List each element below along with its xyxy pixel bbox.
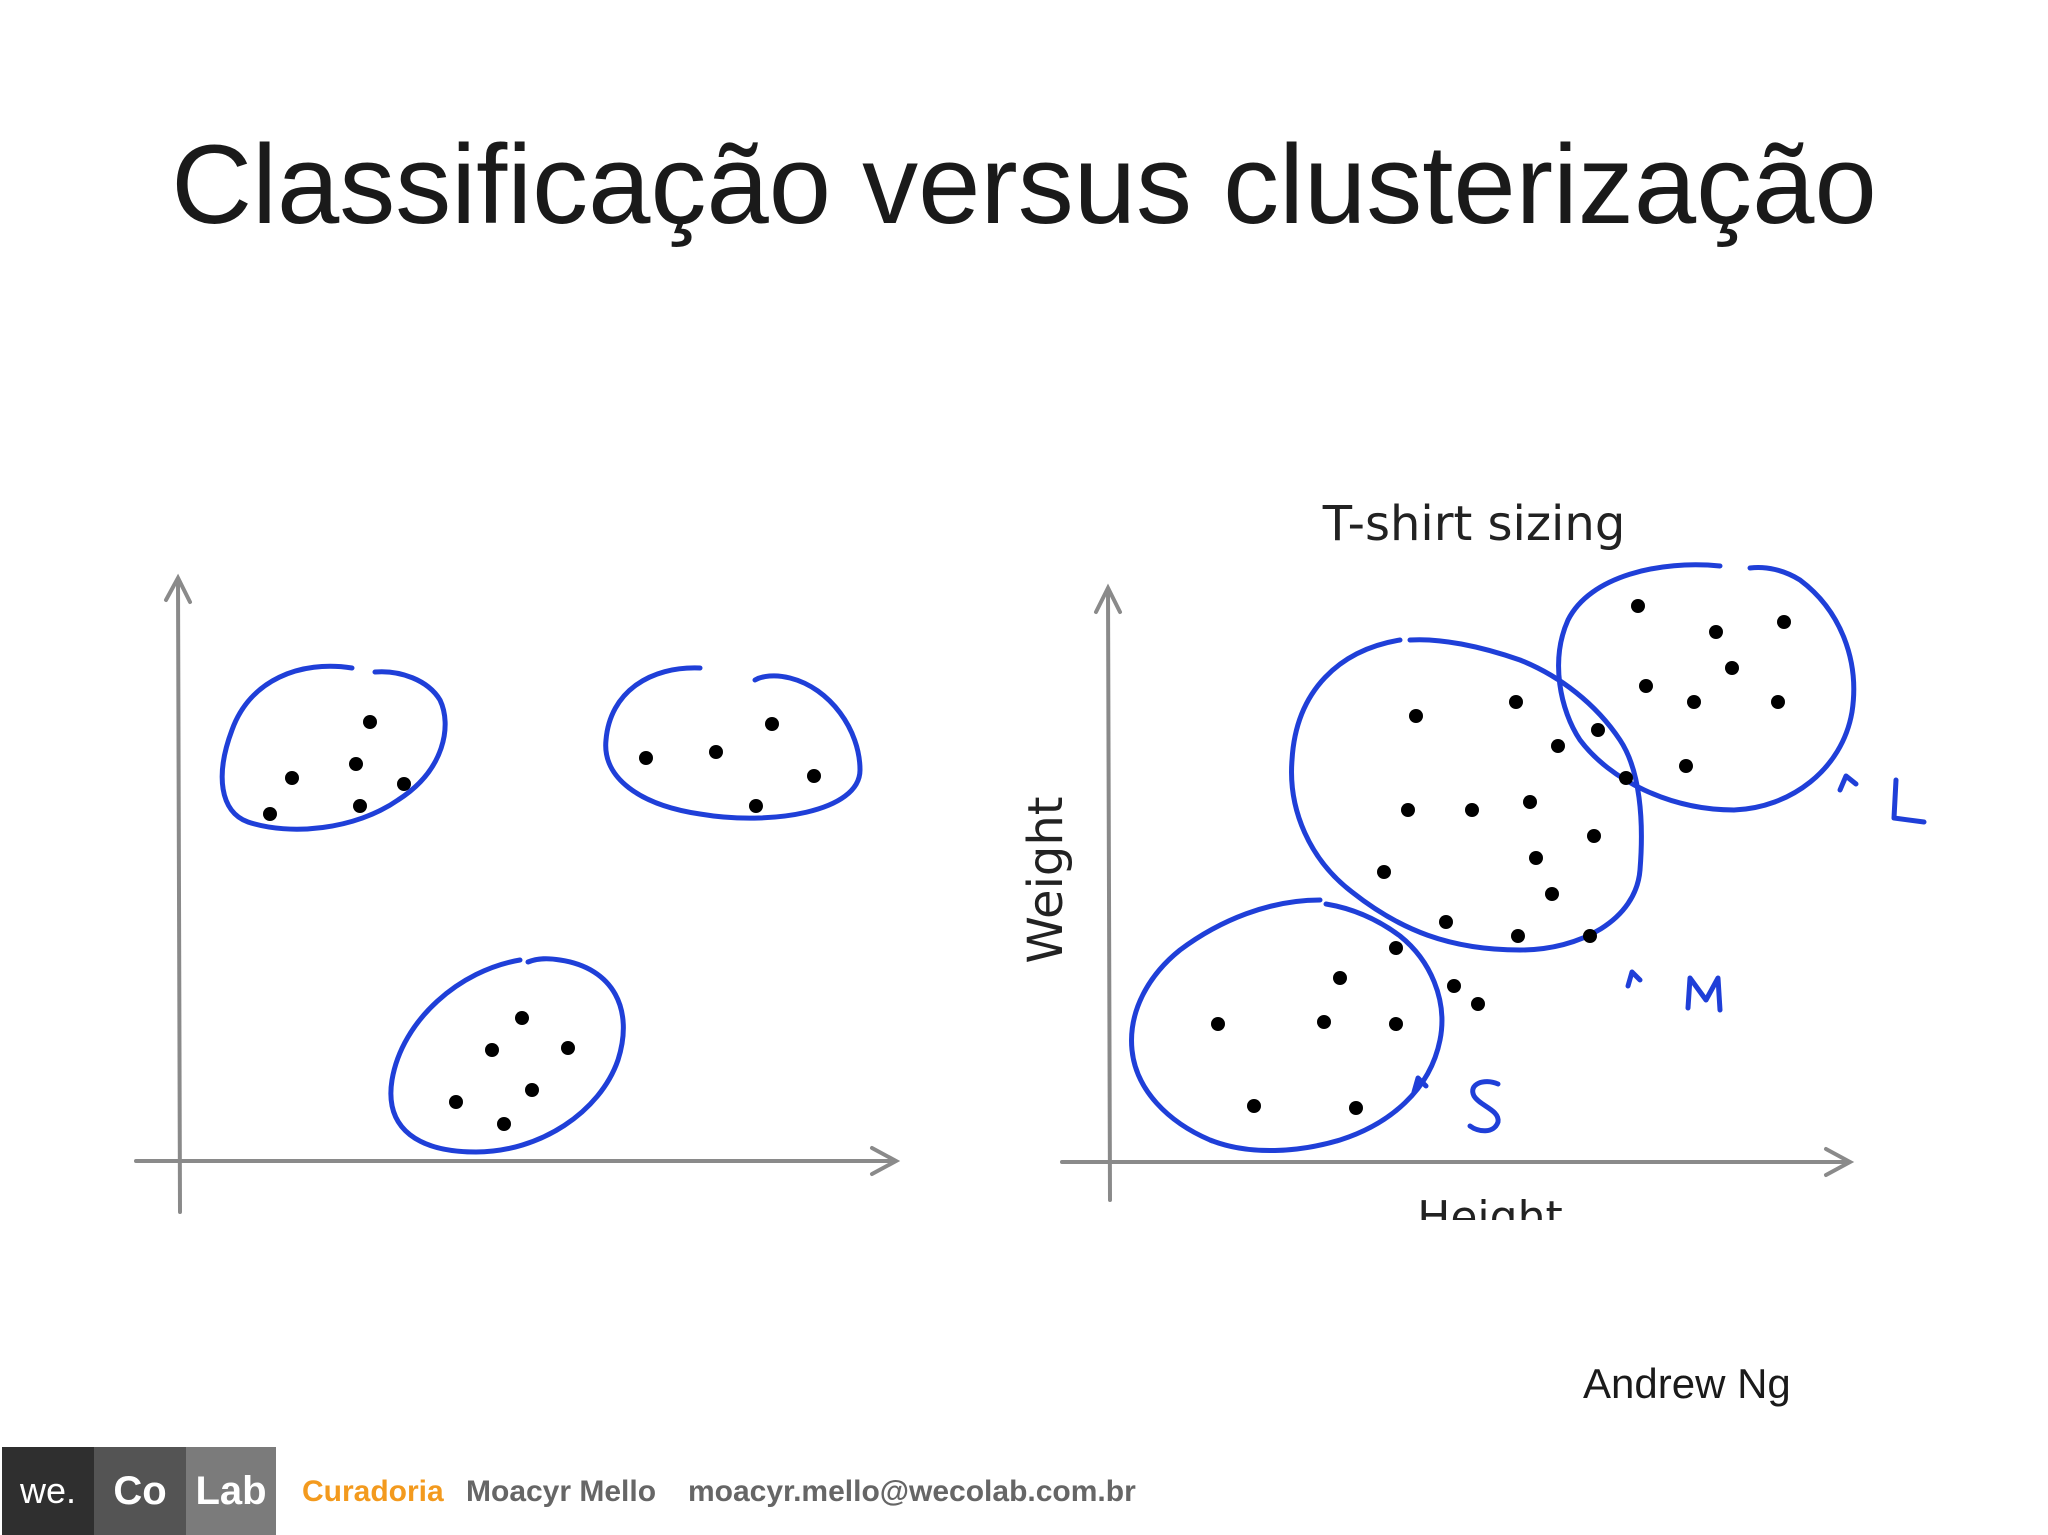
tshirt-point bbox=[1545, 887, 1559, 901]
tshirt-point bbox=[1509, 695, 1523, 709]
left-y-arrowhead bbox=[164, 573, 192, 604]
tshirt-point bbox=[1317, 1015, 1331, 1029]
arrow-l-icon bbox=[1837, 773, 1859, 793]
height-axis-label: Height bbox=[1417, 1192, 1562, 1220]
size-annotations bbox=[1411, 773, 1927, 1134]
tshirt-point bbox=[1377, 865, 1391, 879]
tshirt-point bbox=[1687, 695, 1701, 709]
logo-lab-block: Lab bbox=[186, 1447, 276, 1535]
tshirt-sizing-plot: T-shirt sizing Weight Height bbox=[1018, 496, 1855, 1220]
tshirt-point bbox=[1583, 929, 1597, 943]
tshirt-point bbox=[1439, 915, 1453, 929]
tshirt-point bbox=[1247, 1099, 1261, 1113]
cluster-outline-m bbox=[1289, 637, 1644, 953]
arrow-m-icon bbox=[1625, 969, 1643, 989]
left-point bbox=[807, 769, 821, 783]
tshirt-point bbox=[1709, 625, 1723, 639]
annotation-m bbox=[1625, 969, 1723, 1013]
weight-axis-label: Weight bbox=[1018, 796, 1074, 963]
left-x-arrowhead bbox=[870, 1146, 901, 1176]
left-point bbox=[525, 1083, 539, 1097]
right-axes bbox=[1060, 583, 1855, 1202]
annotation-s bbox=[1411, 1075, 1501, 1134]
right-y-axis bbox=[1106, 588, 1112, 1202]
footer-email: moacyr.mello@wecolab.com.br bbox=[688, 1475, 1136, 1508]
tshirt-point bbox=[1349, 1101, 1363, 1115]
footer-bar: we. Co Lab Curadoria Moacyr Mello moacyr… bbox=[0, 1447, 2048, 1535]
tshirt-point bbox=[1389, 941, 1403, 955]
letter-s-icon bbox=[1467, 1079, 1501, 1134]
left-point bbox=[285, 771, 299, 785]
tshirt-plot-title: T-shirt sizing bbox=[1322, 496, 1626, 552]
cluster-outline-s bbox=[1129, 897, 1445, 1153]
tshirt-point bbox=[1389, 1017, 1403, 1031]
left-point bbox=[765, 717, 779, 731]
tshirt-point bbox=[1619, 771, 1633, 785]
tshirt-point bbox=[1679, 759, 1693, 773]
left-point bbox=[363, 715, 377, 729]
tshirt-point bbox=[1591, 723, 1605, 737]
tshirt-point bbox=[1211, 1017, 1225, 1031]
slide-title: Classificação versus clusterização bbox=[171, 122, 1877, 247]
tshirt-point bbox=[1333, 971, 1347, 985]
tshirt-point bbox=[1511, 929, 1525, 943]
left-cluster-points bbox=[263, 715, 821, 1131]
left-point bbox=[561, 1041, 575, 1055]
tshirt-point bbox=[1529, 851, 1543, 865]
tshirt-point bbox=[1771, 695, 1785, 709]
letter-m-icon bbox=[1685, 975, 1723, 1013]
left-point bbox=[709, 745, 723, 759]
clustering-plot-left bbox=[134, 573, 901, 1214]
logo-we-block: we. bbox=[2, 1447, 94, 1535]
left-point bbox=[749, 799, 763, 813]
letter-l-icon bbox=[1891, 777, 1927, 825]
tshirt-point bbox=[1725, 661, 1739, 675]
left-point bbox=[485, 1043, 499, 1057]
right-x-arrowhead bbox=[1824, 1147, 1855, 1177]
tshirt-point bbox=[1551, 739, 1565, 753]
left-point bbox=[449, 1095, 463, 1109]
cluster-outline-l bbox=[1556, 562, 1857, 813]
left-point bbox=[349, 757, 363, 771]
tshirt-point bbox=[1639, 679, 1653, 693]
tshirt-point bbox=[1465, 803, 1479, 817]
author-credit: Andrew Ng bbox=[1583, 1360, 1791, 1407]
arrow-s-icon bbox=[1411, 1075, 1429, 1095]
left-point bbox=[263, 807, 277, 821]
left-point bbox=[515, 1011, 529, 1025]
left-cluster-outline-3 bbox=[388, 956, 626, 1155]
left-point bbox=[497, 1117, 511, 1131]
footer-curadoria: Curadoria bbox=[302, 1475, 444, 1508]
tshirt-points bbox=[1211, 599, 1791, 1115]
tshirt-point bbox=[1401, 803, 1415, 817]
left-y-axis bbox=[176, 578, 182, 1214]
logo-co-block: Co bbox=[94, 1447, 186, 1535]
footer-author-name: Moacyr Mello bbox=[466, 1475, 657, 1508]
right-y-arrowhead bbox=[1094, 583, 1122, 614]
tshirt-point bbox=[1471, 997, 1485, 1011]
left-cluster-outline-2 bbox=[603, 665, 863, 821]
tshirt-point bbox=[1631, 599, 1645, 613]
tshirt-sizing-clusters bbox=[1129, 562, 1927, 1153]
left-cluster-outline-1 bbox=[219, 663, 448, 832]
tshirt-point bbox=[1447, 979, 1461, 993]
tshirt-point bbox=[1777, 615, 1791, 629]
tshirt-point bbox=[1587, 829, 1601, 843]
tshirt-cluster-outlines bbox=[1129, 562, 1857, 1153]
left-axes bbox=[134, 573, 901, 1214]
annotation-l bbox=[1837, 773, 1927, 825]
left-point bbox=[639, 751, 653, 765]
left-cluster-outlines bbox=[219, 663, 863, 1155]
tshirt-point bbox=[1409, 709, 1423, 723]
tshirt-point bbox=[1523, 795, 1537, 809]
left-point bbox=[353, 799, 367, 813]
left-point bbox=[397, 777, 411, 791]
